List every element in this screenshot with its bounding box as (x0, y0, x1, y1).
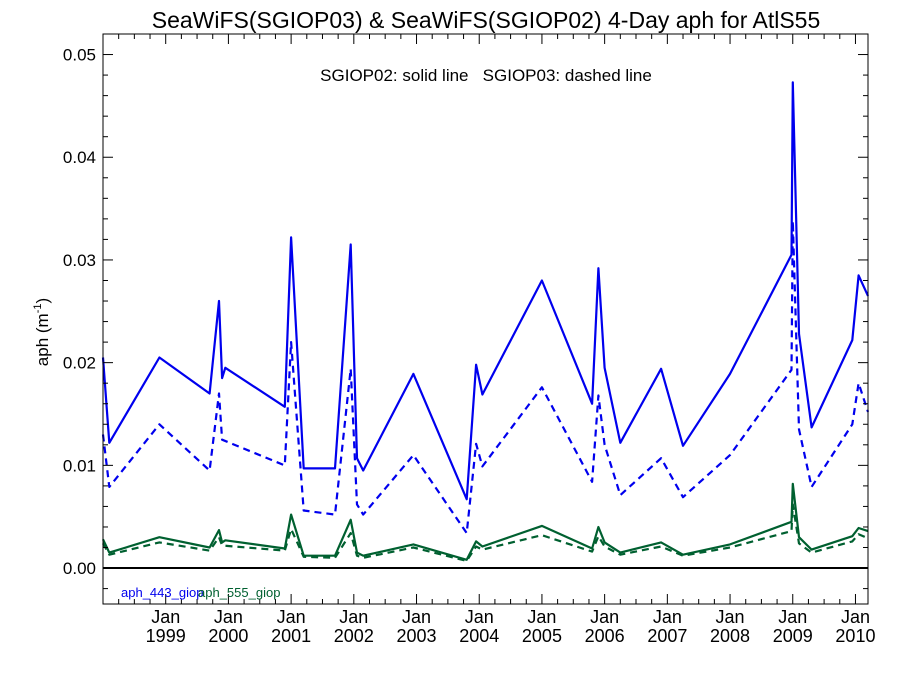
x-tick-label-month: Jan (339, 607, 368, 627)
x-tick-label-month: Jan (590, 607, 619, 627)
x-tick-label-year: 2003 (397, 626, 437, 646)
x-tick-label-month: Jan (151, 607, 180, 627)
x-tick-label-month: Jan (402, 607, 431, 627)
x-tick-label-month: Jan (465, 607, 494, 627)
y-tick-label: 0.02 (63, 354, 96, 373)
x-tick-label-year: 2010 (835, 626, 875, 646)
y-axis-label-exponent: -1 (32, 303, 44, 313)
x-tick-label-year: 2004 (459, 626, 499, 646)
plot-frame (102, 33, 869, 605)
x-tick-label-month: Jan (841, 607, 870, 627)
y-tick-label: 0.00 (63, 559, 96, 578)
x-tick-label-month: Jan (778, 607, 807, 627)
x-axis: Jan1999Jan2000Jan2001Jan2002Jan2003Jan20… (118, 34, 875, 646)
series-line-aph-443-giop-solid (101, 81, 869, 501)
x-tick-label-month: Jan (653, 607, 682, 627)
y-tick-label: 0.04 (63, 148, 96, 167)
y-tick-label: 0.05 (63, 46, 96, 65)
x-tick-label-year: 2009 (773, 626, 813, 646)
chart-title: SeaWiFS(SGIOP03) & SeaWiFS(SGIOP02) 4-Da… (152, 7, 821, 33)
x-tick-label-month: Jan (214, 607, 243, 627)
chart-annotation: SGIOP02: solid line SGIOP03: dashed line (320, 66, 652, 85)
x-tick-label-year: 2006 (585, 626, 625, 646)
x-tick-label-month: Jan (527, 607, 556, 627)
series-line-aph-555-giop-dashed (102, 503, 869, 563)
y-tick-label: 0.03 (63, 251, 96, 270)
x-tick-label-year: 2007 (647, 626, 687, 646)
x-tick-label-year: 2002 (334, 626, 374, 646)
x-tick-label-year: 2005 (522, 626, 562, 646)
x-tick-label-month: Jan (716, 607, 745, 627)
legend-item-aph-555: aph_555_giop (198, 585, 280, 600)
y-axis: 0.00 0.01 0.02 0.03 0.04 0.05 (63, 46, 868, 590)
x-tick-label-year: 2000 (208, 626, 248, 646)
y-axis-label: aph (m-1) (32, 298, 52, 366)
y-axis-label-close: ) (33, 298, 52, 304)
y-axis-label-base: aph (m (33, 313, 52, 366)
x-tick-label-year: 2001 (271, 626, 311, 646)
series-line-aph-555-giop-solid (102, 482, 869, 561)
x-tick-label-year: 1999 (146, 626, 186, 646)
x-tick-label-year: 2008 (710, 626, 750, 646)
series-layer (101, 81, 870, 563)
legend-item-aph-443: aph_443_giop (121, 585, 203, 600)
x-tick-label-month: Jan (277, 607, 306, 627)
series-line-aph-443-giop-dashed (101, 219, 870, 535)
y-tick-label: 0.01 (63, 456, 96, 475)
